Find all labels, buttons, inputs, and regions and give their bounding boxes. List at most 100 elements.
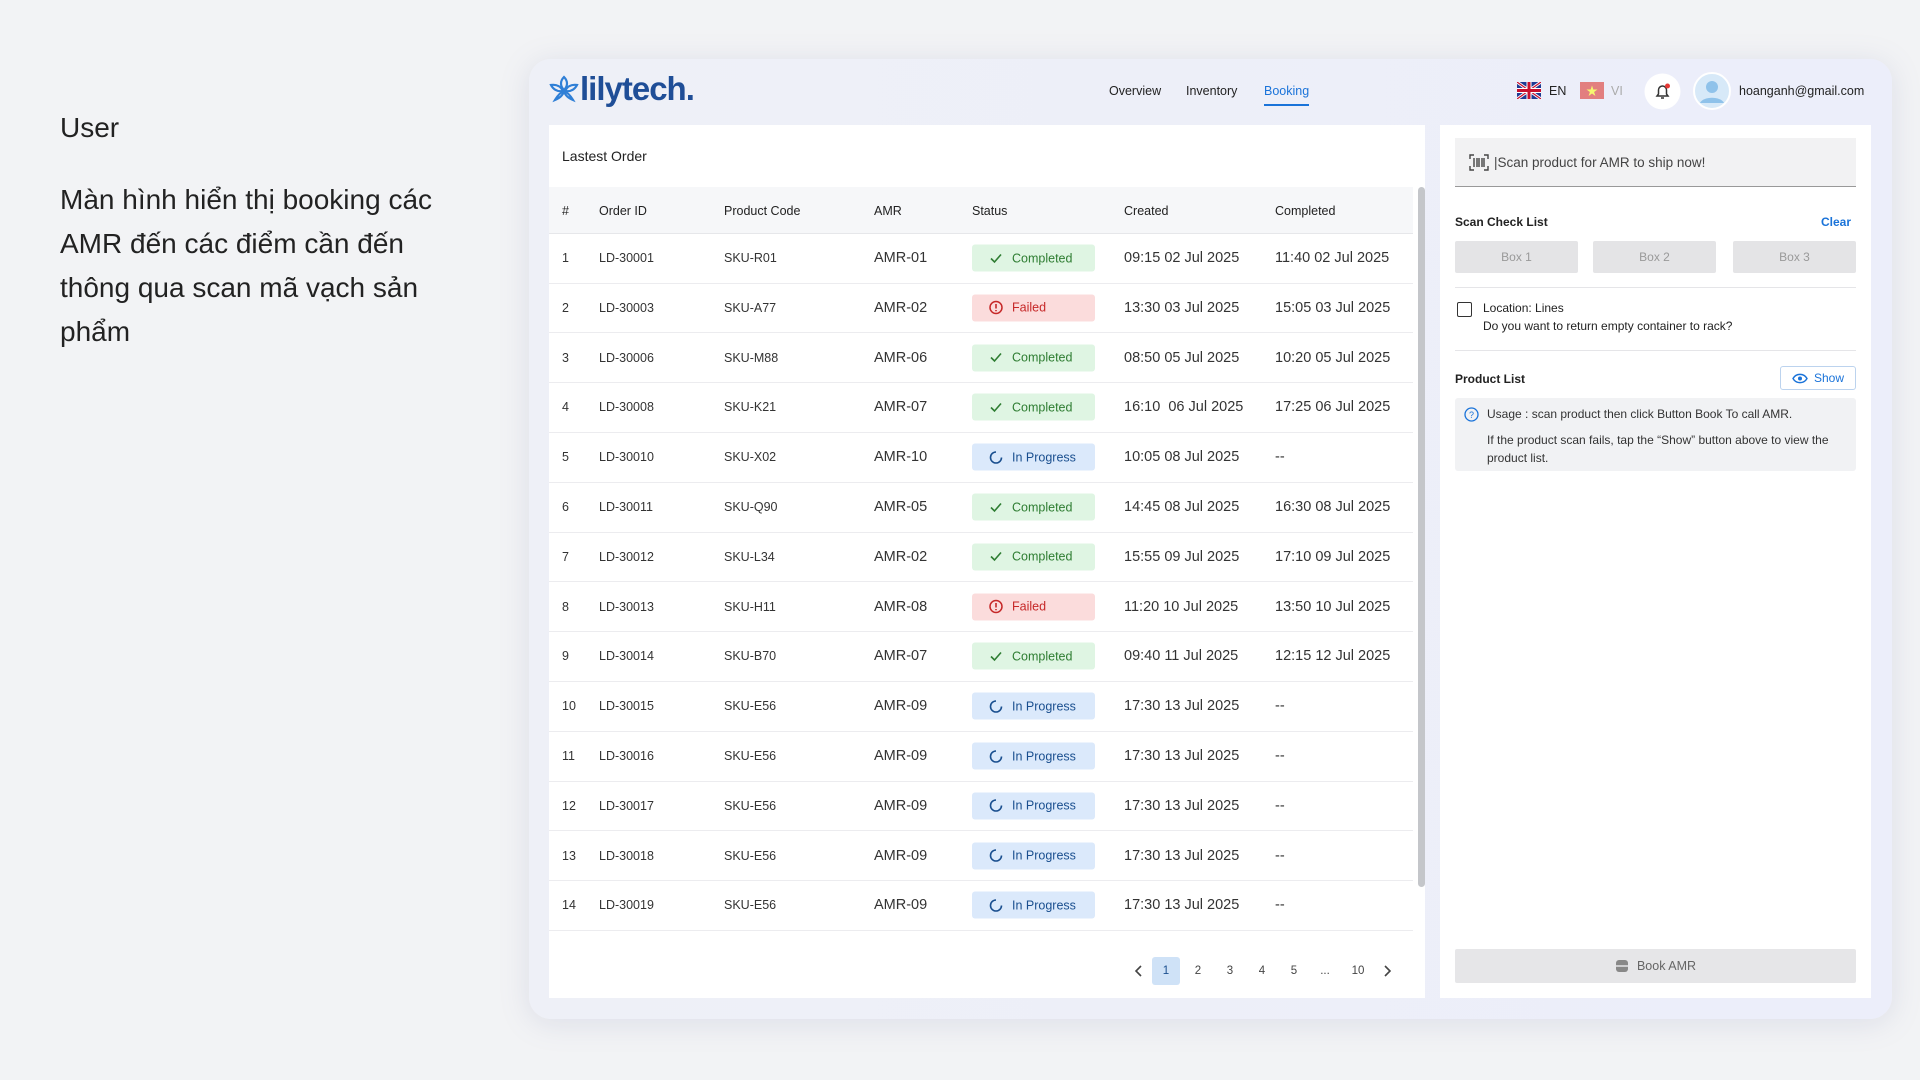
orders-title: Lastest Order bbox=[562, 148, 647, 164]
cell: AMR-09 bbox=[874, 698, 928, 715]
page-button[interactable]: ... bbox=[1320, 965, 1330, 977]
flag-vi[interactable] bbox=[1580, 82, 1604, 99]
status-badge: Completed bbox=[972, 393, 1095, 421]
cell: SKU-E56 bbox=[724, 798, 777, 813]
cell: 17:30 13 Jul 2025 bbox=[1124, 698, 1240, 715]
cell: -- bbox=[1275, 797, 1285, 814]
status-label: Completed bbox=[1012, 400, 1073, 415]
cell: SKU-L34 bbox=[724, 549, 775, 564]
cell: 15:05 03 Jul 2025 bbox=[1275, 299, 1391, 316]
cell: 13 bbox=[562, 848, 576, 863]
cell: SKU-A77 bbox=[724, 300, 777, 315]
cell: 9 bbox=[562, 649, 569, 664]
cell: AMR-09 bbox=[874, 748, 928, 764]
notification-bell[interactable] bbox=[1644, 73, 1681, 110]
cell: 5 bbox=[562, 450, 569, 465]
page-button[interactable]: 1 bbox=[1152, 957, 1180, 985]
cell: 15:55 09 Jul 2025 bbox=[1124, 548, 1240, 565]
cell: 12 bbox=[562, 798, 576, 813]
cell: AMR-07 bbox=[874, 399, 928, 416]
status-label: In Progress bbox=[1012, 450, 1076, 465]
logo-text: lilytech. bbox=[580, 70, 695, 107]
row-divider bbox=[549, 680, 1413, 682]
page-button[interactable]: 4 bbox=[1258, 965, 1266, 977]
status-badge: Failed bbox=[972, 593, 1095, 621]
side-description: Màn hình hiển thị booking các AMR đến các… bbox=[60, 178, 432, 354]
row-divider bbox=[549, 929, 1413, 931]
check-list-title: Scan Check List bbox=[1455, 215, 1548, 229]
user-email[interactable]: hoanganh@gmail.com bbox=[1739, 84, 1865, 98]
clear-button[interactable]: Clear bbox=[1820, 215, 1851, 229]
lang-en[interactable]: EN bbox=[1549, 84, 1567, 98]
cell: 17:25 06 Jul 2025 bbox=[1275, 399, 1391, 416]
nav-item[interactable]: Booking bbox=[1264, 84, 1310, 106]
status-icon bbox=[989, 799, 1003, 813]
cell: -- bbox=[1275, 698, 1285, 715]
nav-item[interactable]: Overview bbox=[1109, 84, 1162, 98]
description-line: AMR đến các điểm cần đến bbox=[60, 228, 404, 259]
cell: SKU-Q90 bbox=[724, 500, 778, 514]
flag-en[interactable] bbox=[1517, 82, 1541, 99]
row-divider bbox=[549, 531, 1413, 533]
cell: 3 bbox=[562, 350, 569, 365]
row-divider bbox=[549, 481, 1413, 483]
row-divider bbox=[549, 581, 1413, 583]
nav-item[interactable]: Inventory bbox=[1186, 84, 1238, 98]
status-badge: Completed bbox=[972, 642, 1095, 670]
logo-icon bbox=[549, 75, 579, 103]
row-divider bbox=[549, 631, 1413, 633]
book-button[interactable]: Book AMR bbox=[1455, 949, 1856, 983]
avatar[interactable] bbox=[1693, 72, 1731, 110]
status-icon bbox=[989, 699, 1003, 713]
column-header: AMR bbox=[874, 204, 902, 218]
cell: 14:45 08 Jul 2025 bbox=[1124, 499, 1240, 515]
page-button[interactable]: 3 bbox=[1226, 965, 1234, 977]
cell: LD-30016 bbox=[599, 749, 654, 763]
cell: AMR-10 bbox=[874, 449, 928, 466]
status-label: In Progress bbox=[1012, 898, 1076, 913]
column-header: Completed bbox=[1275, 204, 1336, 218]
cell: SKU-E56 bbox=[724, 699, 777, 714]
scrollbar[interactable] bbox=[1418, 187, 1425, 887]
next-page[interactable] bbox=[1381, 964, 1393, 978]
cell: 7 bbox=[562, 549, 569, 564]
cell: SKU-K21 bbox=[724, 400, 777, 415]
status-label: In Progress bbox=[1012, 749, 1076, 763]
cell: 13:50 10 Jul 2025 bbox=[1275, 598, 1391, 615]
cell: AMR-07 bbox=[874, 648, 928, 665]
separator bbox=[1455, 350, 1856, 351]
cell: -- bbox=[1275, 897, 1285, 914]
cell: 10 bbox=[562, 699, 576, 714]
lang-vi[interactable]: VI bbox=[1611, 84, 1623, 98]
page-button[interactable]: 5 bbox=[1290, 965, 1298, 977]
location-label: Location: Lines bbox=[1483, 301, 1564, 315]
checkbox[interactable] bbox=[1457, 302, 1472, 317]
book-icon bbox=[1615, 960, 1628, 972]
orders-panel: Lastest Order # Order ID Product Code AMR St… bbox=[549, 125, 1425, 998]
page-button[interactable]: 2 bbox=[1194, 965, 1202, 977]
row-divider bbox=[549, 730, 1413, 732]
cell: SKU-E56 bbox=[724, 898, 777, 913]
cell: AMR-06 bbox=[874, 349, 928, 366]
cell: AMR-01 bbox=[874, 250, 928, 266]
logo[interactable]: lilytech. bbox=[548, 70, 695, 108]
status-badge: Completed bbox=[972, 344, 1095, 372]
cell: 09:15 02 Jul 2025 bbox=[1124, 250, 1240, 266]
cell: 11 bbox=[562, 749, 575, 763]
status-label: Completed bbox=[1012, 649, 1073, 664]
page-button[interactable]: 10 bbox=[1351, 965, 1365, 977]
cell: SKU-B70 bbox=[724, 649, 777, 664]
description-line: thông qua scan mã vạch sản bbox=[60, 272, 419, 303]
status-icon bbox=[990, 552, 1002, 562]
status-icon bbox=[989, 599, 1003, 614]
status-label: Completed bbox=[1012, 500, 1073, 514]
cell: 09:40 11 Jul 2025 bbox=[1124, 648, 1239, 665]
scan-input[interactable]: |Scan product for AMR to ship now! bbox=[1455, 138, 1856, 187]
status-badge: In Progress bbox=[972, 742, 1095, 770]
cell: SKU-E56 bbox=[724, 749, 777, 763]
row-divider bbox=[549, 332, 1413, 334]
cell: AMR-02 bbox=[874, 548, 928, 565]
show-button[interactable]: Show bbox=[1780, 366, 1856, 390]
prev-page[interactable] bbox=[1133, 964, 1145, 978]
